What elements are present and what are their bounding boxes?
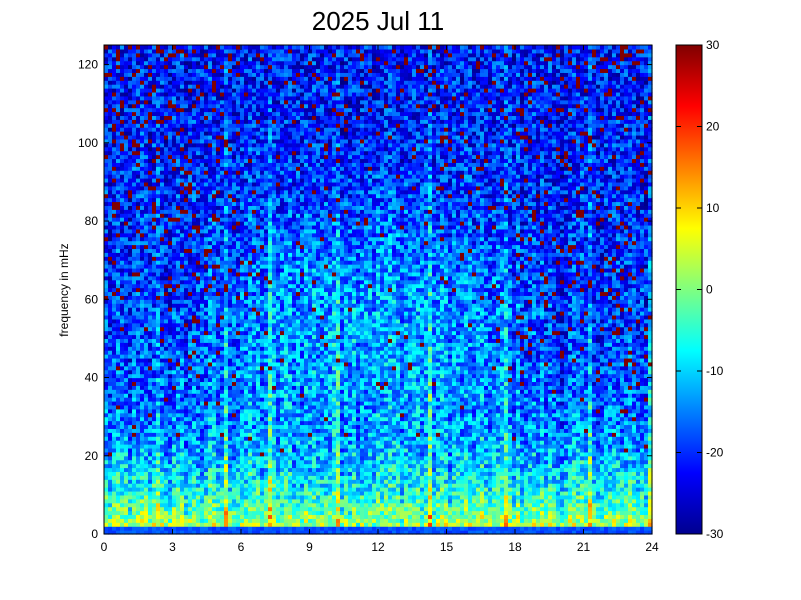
colorbar-tick-label: 30 bbox=[706, 38, 720, 52]
y-tick-label: 100 bbox=[78, 136, 98, 150]
x-tick-label: 24 bbox=[645, 540, 659, 554]
x-tick-label: 6 bbox=[238, 540, 245, 554]
x-tick-label: 21 bbox=[577, 540, 591, 554]
y-tick-label: 120 bbox=[78, 58, 98, 72]
chart-title: 2025 Jul 11 bbox=[311, 6, 445, 36]
y-tick-label: 40 bbox=[85, 371, 99, 385]
y-tick-label: 80 bbox=[85, 214, 99, 228]
x-tick-label: 12 bbox=[371, 540, 385, 554]
colorbar-tick-label: 10 bbox=[706, 201, 720, 215]
x-tick-label: 9 bbox=[306, 540, 313, 554]
y-axis: 0 20 40 60 80 100 120 bbox=[78, 58, 652, 541]
x-tick-label: 18 bbox=[508, 540, 522, 554]
x-tick-label: 15 bbox=[440, 540, 454, 554]
colorbar-tick-label: -20 bbox=[706, 446, 724, 460]
y-tick-label: 60 bbox=[85, 292, 99, 306]
colorbar-tick-label: 0 bbox=[706, 283, 713, 297]
x-tick-label: 0 bbox=[101, 540, 108, 554]
y-tick-label: 0 bbox=[91, 527, 98, 541]
x-axis: 0 3 6 9 12 15 18 21 24 bbox=[101, 45, 659, 554]
heatmap-cells bbox=[104, 45, 653, 535]
colorbar-tick-label: 20 bbox=[706, 120, 720, 134]
colorbar-axis: -30 -20 -10 0 10 20 30 bbox=[676, 38, 724, 541]
colorbar-tick-label: -10 bbox=[706, 364, 724, 378]
x-tick-label: 3 bbox=[169, 540, 176, 554]
y-tick-label: 20 bbox=[85, 449, 99, 463]
colorbar-tick-label: -30 bbox=[706, 527, 724, 541]
